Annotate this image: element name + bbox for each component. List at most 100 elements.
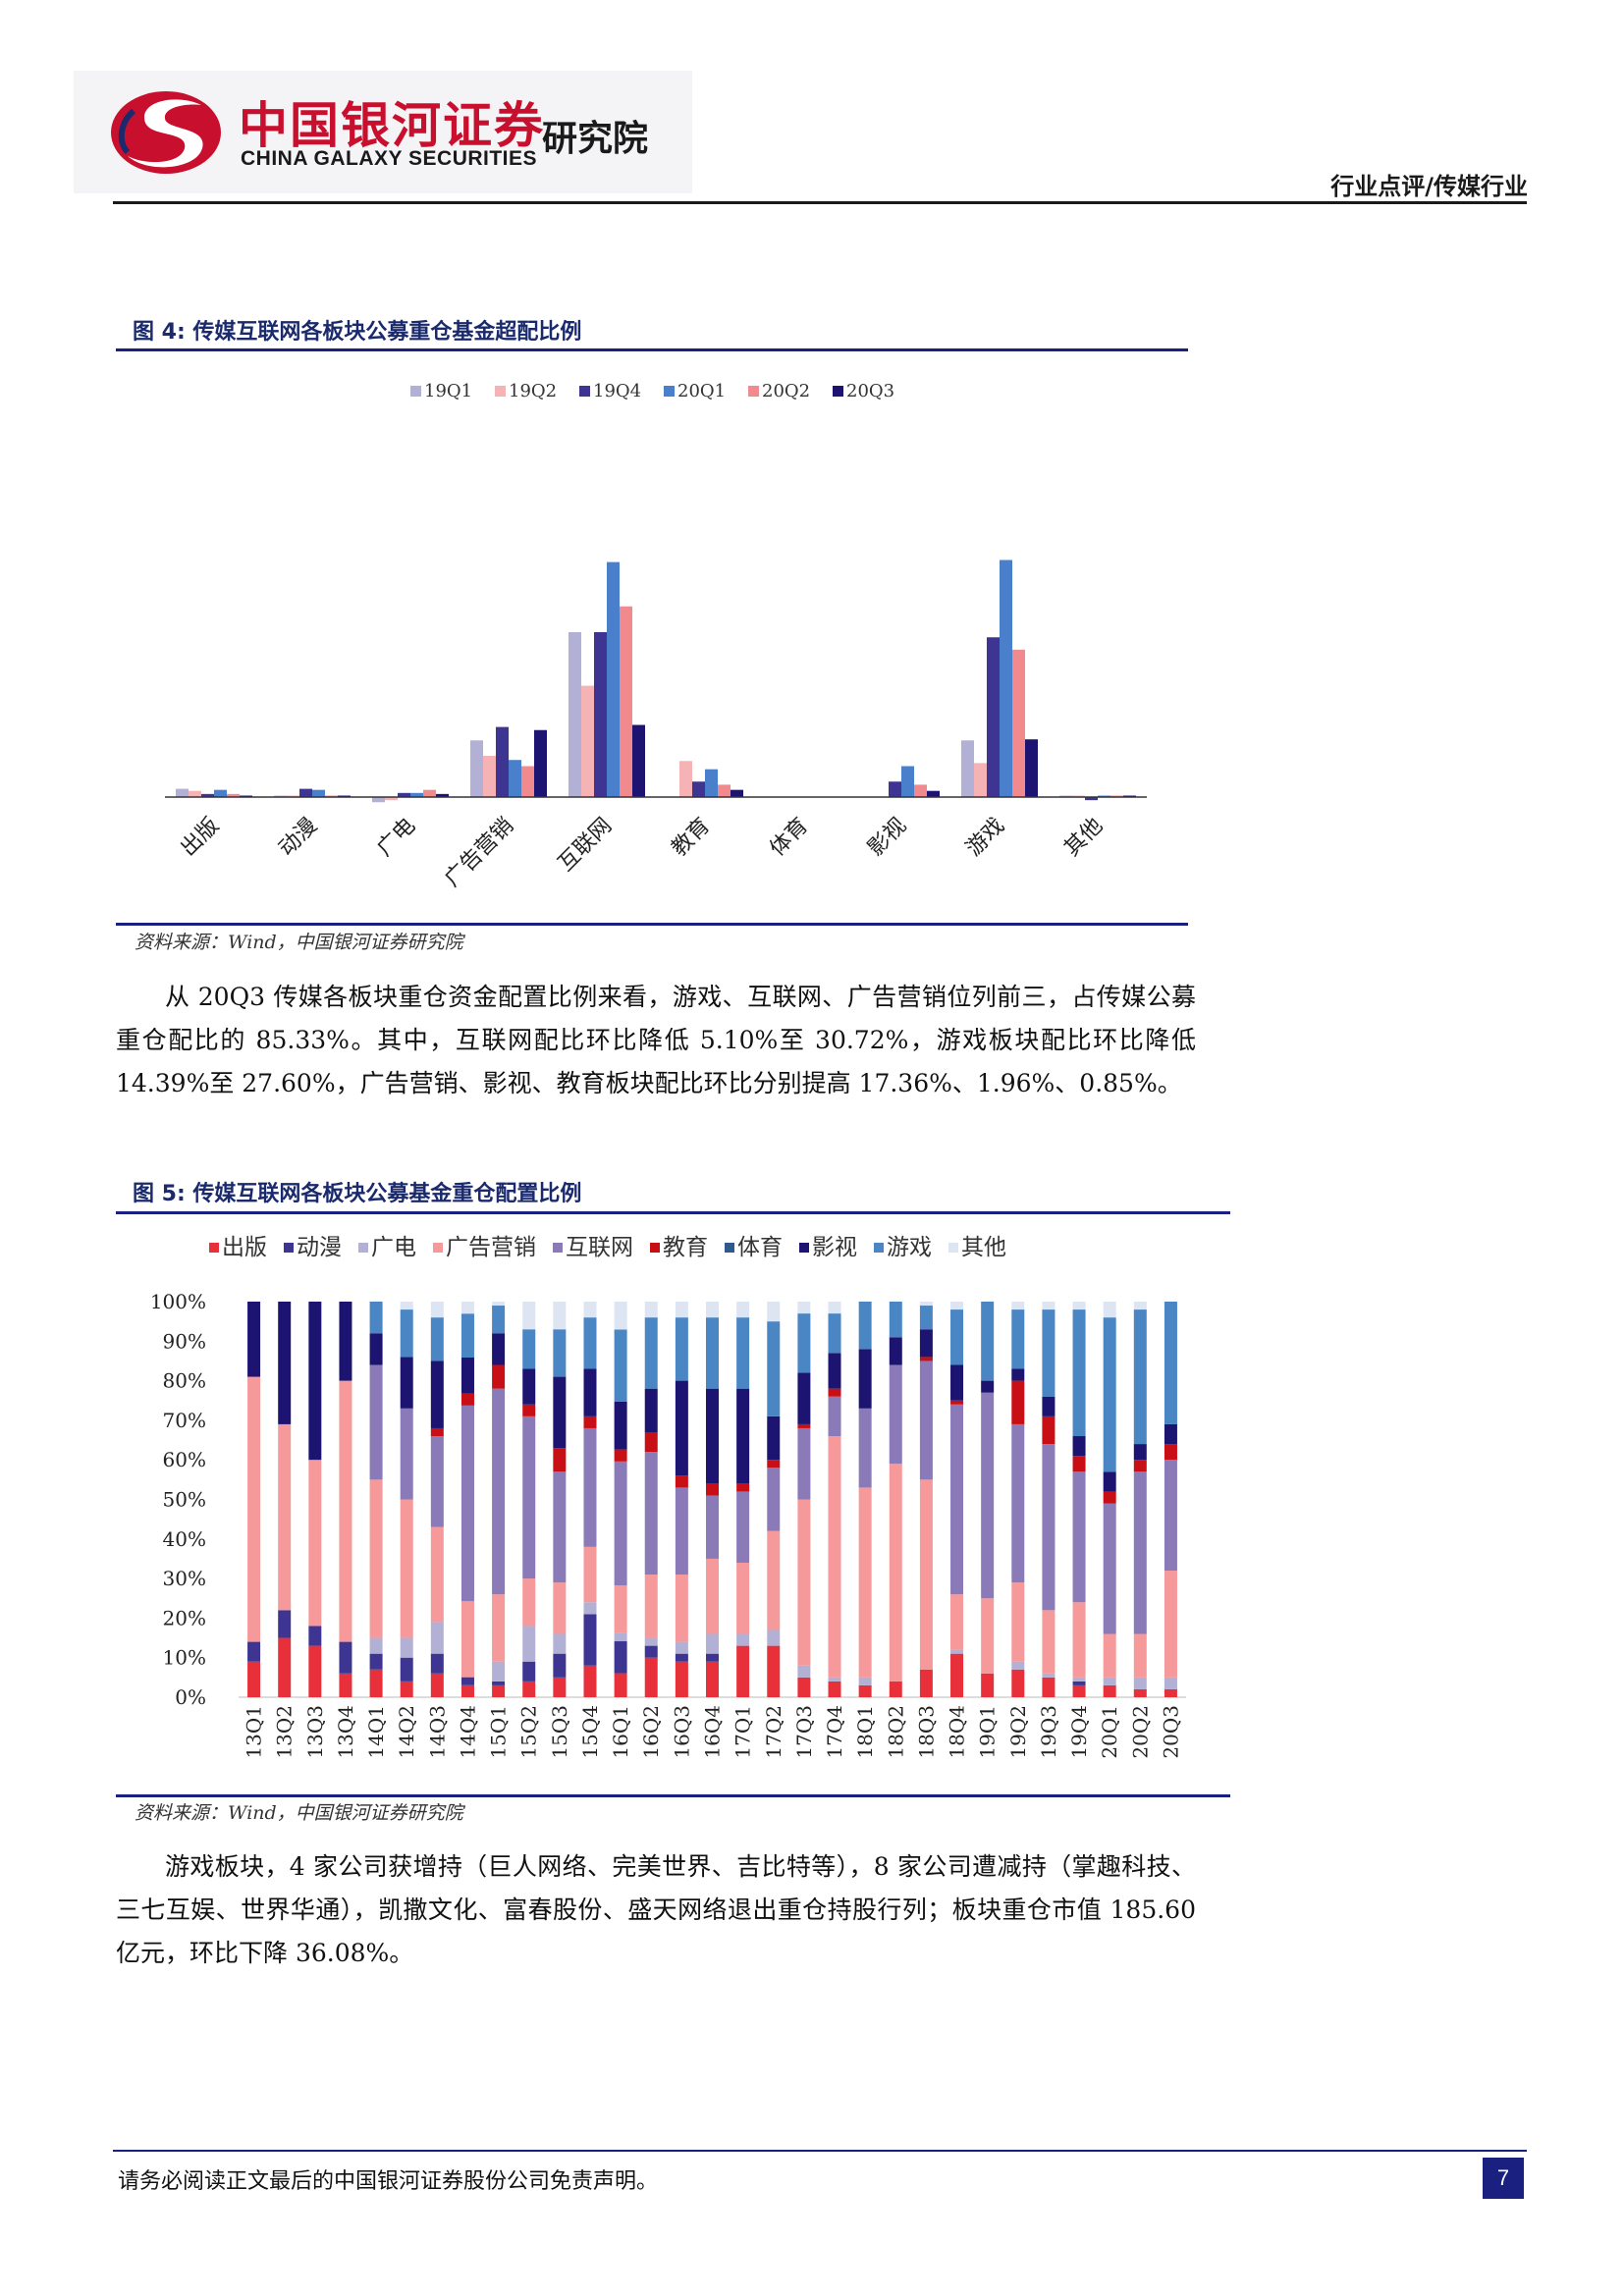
legend-swatch-影视 [799,1243,809,1253]
stack-19Q3-影视 [1042,1396,1056,1416]
y-tick-80%: 80% [163,1369,206,1393]
stack-16Q4-其他 [706,1302,719,1318]
stack-13Q3-动漫 [308,1626,322,1646]
category-label-游戏: 游戏 [961,814,1009,862]
stack-17Q2-广电 [767,1629,781,1646]
stack-16Q2-影视 [644,1388,658,1432]
stack-13Q2-动漫 [278,1610,292,1638]
stack-18Q4-出版 [950,1653,964,1697]
stack-13Q2-广告营销 [278,1423,292,1611]
category-label-13Q4: 13Q4 [334,1705,357,1759]
bar-影视-19Q4 [889,781,901,797]
figure5-category-labels: 13Q1 13Q2 13Q3 13Q4 14Q1 14Q2 14Q3 14Q4 15Q1 15Q2… [243,1705,1183,1759]
figure5-y-axis: 0% 10% 20% 30% 40% 50% 60% 70% 80% 90% 100% [150,1290,1186,1709]
stack-19Q2-游戏 [1011,1309,1025,1369]
bar-出版-19Q2 [189,790,201,797]
stack-14Q1-影视 [369,1333,383,1365]
stack-15Q1-游戏 [492,1306,506,1334]
stack-16Q4-影视 [706,1388,719,1484]
legend-label-广告营销: 广告营销 [446,1235,536,1260]
legend-swatch-19Q4 [579,386,590,397]
footer-divider [113,2150,1527,2152]
stack-19Q3-出版 [1042,1677,1056,1697]
figure4-legend: 19Q1 19Q2 19Q4 20Q1 20Q2 20Q3 [410,381,894,401]
legend-swatch-出版 [209,1243,219,1253]
stack-16Q2-互联网 [644,1452,658,1575]
stack-18Q4-其他 [950,1302,964,1310]
legend-swatch-广告营销 [433,1243,443,1253]
legend-swatch-20Q3 [833,386,843,397]
stack-17Q4-游戏 [828,1313,841,1354]
bar-出版-19Q1 [176,788,189,797]
stack-14Q4-出版 [460,1684,474,1697]
report-category: 行业点评/传媒行业 [1330,173,1528,200]
footer-disclaimer: 请务必阅读正文最后的中国银河证券股份公司免责声明。 [118,2169,659,2194]
stack-16Q2-广电 [644,1637,658,1646]
figure5-source: 资料来源：Wind，中国银河证券研究院 [135,1802,463,1824]
stack-17Q1-影视 [736,1388,750,1484]
bar-动漫-20Q1 [312,789,325,797]
stack-14Q2-影视 [400,1357,413,1409]
stack-18Q1-广电 [858,1677,872,1685]
stack-16Q4-出版 [706,1661,719,1697]
stack-17Q1-广电 [736,1633,750,1646]
bar-广告营销-20Q3 [534,729,547,797]
stack-18Q4-互联网 [950,1404,964,1595]
legend-label-出版: 出版 [222,1235,267,1260]
paragraph-1-text: 从 20Q3 传媒各板块重仓资金配置比例来看，游戏、互联网、广告营销位列前三，占… [116,983,1196,1097]
bar-影视-20Q2 [914,784,927,797]
y-tick-60%: 60% [163,1448,206,1471]
category-label-15Q1: 15Q1 [487,1705,511,1759]
figure4-bottom-rule [116,923,1188,926]
stack-15Q2-游戏 [522,1329,536,1369]
stack-19Q2-出版 [1011,1669,1025,1697]
bar-广告营销-20Q1 [509,760,521,797]
stack-20Q2-互联网 [1133,1471,1147,1634]
stack-20Q3-教育 [1164,1444,1177,1461]
bar-广告营销-20Q2 [521,766,534,797]
stack-19Q4-游戏 [1072,1309,1086,1437]
stack-15Q4-影视 [583,1368,597,1416]
stack-15Q4-广电 [583,1602,597,1615]
stack-13Q4-影视 [339,1302,352,1381]
stack-17Q2-广告营销 [767,1530,781,1630]
stack-14Q1-广电 [369,1637,383,1654]
stack-18Q3-互联网 [919,1361,933,1480]
stack-17Q2-其他 [767,1302,781,1322]
stack-19Q1-影视 [981,1380,995,1393]
y-tick-90%: 90% [163,1329,206,1353]
stack-14Q3-出版 [430,1673,444,1697]
stack-18Q3-出版 [919,1669,933,1697]
bar-游戏-20Q1 [1000,560,1012,797]
figure4-bars [176,560,1136,803]
stack-15Q3-互联网 [553,1471,567,1583]
stack-13Q3-影视 [308,1302,322,1461]
stack-14Q1-动漫 [369,1653,383,1670]
stack-14Q1-游戏 [369,1302,383,1334]
stack-16Q1-广告营销 [614,1585,627,1633]
stack-14Q4-其他 [460,1302,474,1314]
stack-20Q1-广告营销 [1103,1633,1116,1678]
stack-16Q2-出版 [644,1657,658,1697]
stack-14Q3-互联网 [430,1436,444,1527]
y-tick-100%: 100% [150,1290,206,1313]
bar-互联网-20Q3 [632,724,645,797]
stack-17Q4-影视 [828,1353,841,1389]
category-label-其他: 其他 [1059,814,1108,862]
bar-教育-19Q2 [679,761,692,797]
legend-label-19Q1: 19Q1 [424,381,472,401]
y-tick-50%: 50% [163,1488,206,1512]
y-tick-70%: 70% [163,1409,206,1432]
stack-16Q1-出版 [614,1673,627,1697]
stack-16Q3-出版 [675,1661,688,1697]
stack-20Q3-游戏 [1164,1302,1177,1424]
y-tick-10%: 10% [163,1646,206,1670]
stack-15Q4-互联网 [583,1427,597,1547]
analysis-paragraph-2: 游戏板块，4 家公司获增持（巨人网络、完美世界、吉比特等），8 家公司遭减持（掌… [116,1845,1196,1975]
bar-出版-19Q4 [201,793,214,797]
stack-13Q1-广告营销 [247,1376,261,1642]
stack-19Q1-互联网 [981,1392,995,1599]
category-label-13Q3: 13Q3 [303,1705,327,1759]
stack-14Q2-动漫 [400,1657,413,1682]
stack-13Q3-广告营销 [308,1460,322,1627]
